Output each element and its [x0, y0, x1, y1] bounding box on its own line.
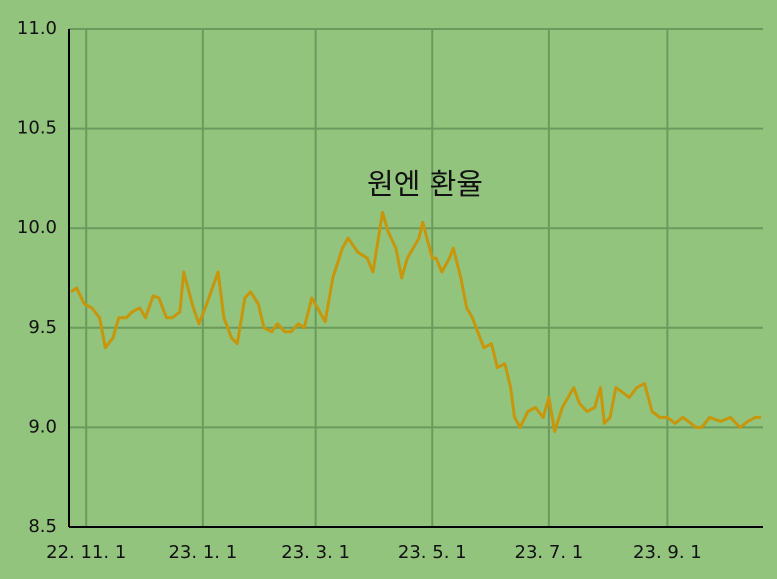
y-tick-label: 10.5 [17, 118, 57, 139]
plot [70, 210, 762, 433]
x-tick-label: 23. 3. 1 [281, 542, 350, 563]
x-tick-label: 23. 7. 1 [515, 542, 584, 563]
chart-title: 원엔 환율 [367, 167, 483, 201]
y-tick-label: 8.5 [28, 516, 57, 537]
y-tick-label: 9.0 [28, 416, 57, 437]
y-tick-label: 9.5 [28, 317, 57, 338]
x-tick-label: 23. 9. 1 [633, 542, 702, 563]
y-tick-label: 10.0 [17, 217, 57, 238]
x-tick-label: 23. 5. 1 [398, 542, 467, 563]
x-tick-label: 23. 1. 1 [168, 542, 237, 563]
x-tick-label: 22. 11. 1 [46, 542, 126, 563]
y-tick-label: 11.0 [17, 18, 57, 39]
data-line [70, 210, 762, 433]
